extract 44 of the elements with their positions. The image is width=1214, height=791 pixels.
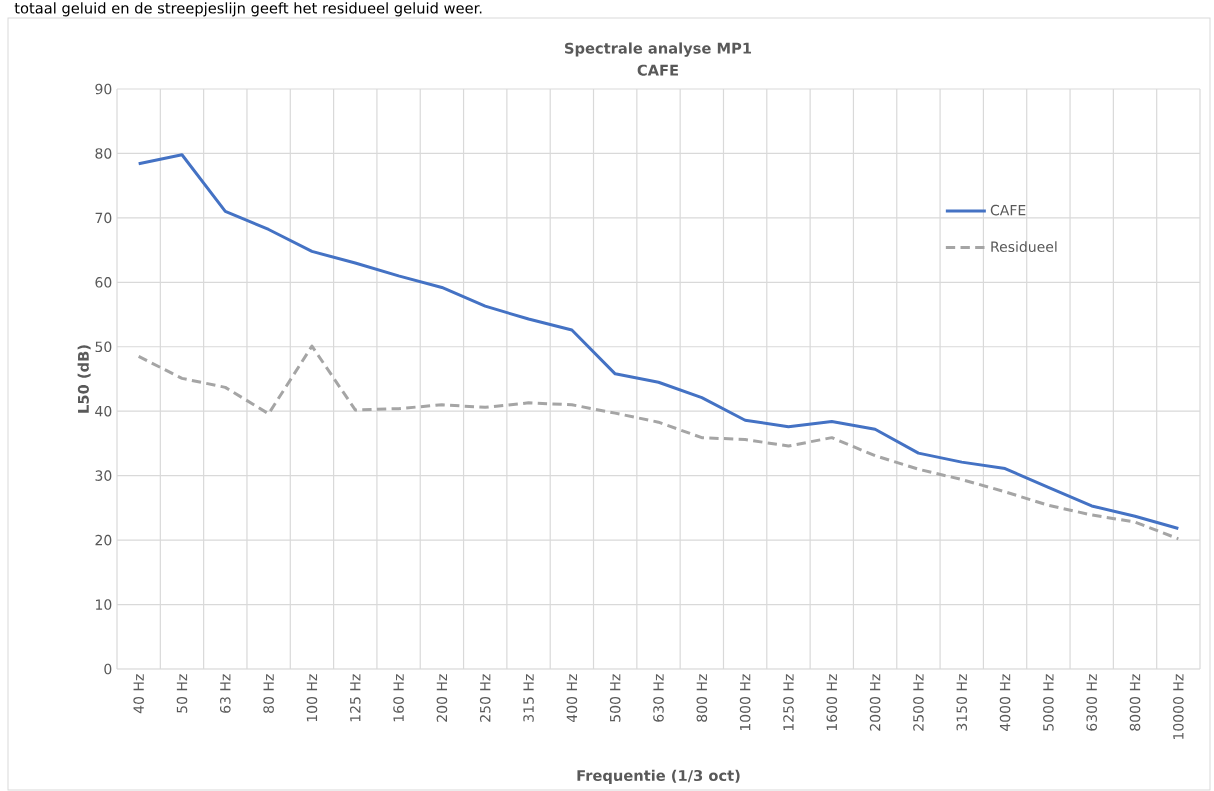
y-tick-label: 10 (96, 599, 112, 610)
x-tick-label: 315 Hz (523, 674, 534, 722)
x-tick-label: 6300 Hz (1086, 674, 1097, 731)
x-tick-label: 1600 Hz (826, 674, 838, 731)
x-tick-label: 400 Hz (566, 674, 578, 723)
x-tick-label: 200 Hz (436, 674, 448, 722)
y-tick-label: 60 (95, 277, 112, 288)
x-tick-label: 3150 Hz (956, 674, 968, 731)
x-tick-label: 40 Hz (133, 674, 144, 714)
x-tick-label: 160 Hz (393, 674, 404, 722)
legend-label: CAFE (990, 204, 1026, 216)
x-tick-label: 2500 Hz (913, 674, 924, 731)
y-tick-label: 30 (95, 470, 112, 481)
x-tick-label: 4000 Hz (999, 674, 1011, 731)
x-tick-label: 250 Hz (479, 674, 491, 722)
line-series (137, 153, 1180, 530)
line-series (137, 344, 1180, 541)
y-tick-label: 70 (95, 212, 112, 224)
chart-title: Spectrale analyse MP1 (565, 42, 752, 57)
x-tick-label: 50 Hz (176, 674, 188, 713)
x-tick-label: 1250 Hz (783, 674, 794, 731)
x-tick-label: 630 Hz (653, 674, 664, 722)
x-tick-label: 1000 Hz (739, 674, 751, 731)
chart-subtitle: CAFE (637, 64, 679, 76)
legend-label: Residueel (991, 241, 1057, 253)
x-tick-label: 2000 Hz (869, 674, 881, 731)
x-tick-label: 500 Hz (609, 674, 621, 722)
x-tick-label: 800 Hz (696, 674, 708, 722)
y-tick-label: 50 (95, 341, 112, 353)
x-axis-title: Frequentie (1/3 oct) (577, 769, 740, 784)
y-tick-label: 40 (95, 405, 112, 417)
y-tick-label: 80 (95, 148, 112, 159)
y-tick-label: 0 (104, 663, 112, 675)
x-tick-label: 100 Hz (306, 674, 318, 722)
y-tick-label: 20 (95, 534, 112, 546)
x-tick-label: 5000 Hz (1043, 674, 1054, 731)
y-tick-label: 90 (95, 83, 112, 95)
text: totaal geluid en de streepjeslijn geeft het residueel geluid weer. (14, 2, 482, 17)
x-tick-label: 125 Hz (349, 674, 361, 722)
x-tick-label: 8000 Hz (1129, 674, 1141, 731)
x-tick-label: 63 Hz (220, 674, 231, 713)
y-axis-title: L50 (dB) (77, 345, 91, 413)
x-tick-label: 10000 Hz (1173, 674, 1184, 740)
x-tick-label: 80 Hz (263, 674, 274, 713)
